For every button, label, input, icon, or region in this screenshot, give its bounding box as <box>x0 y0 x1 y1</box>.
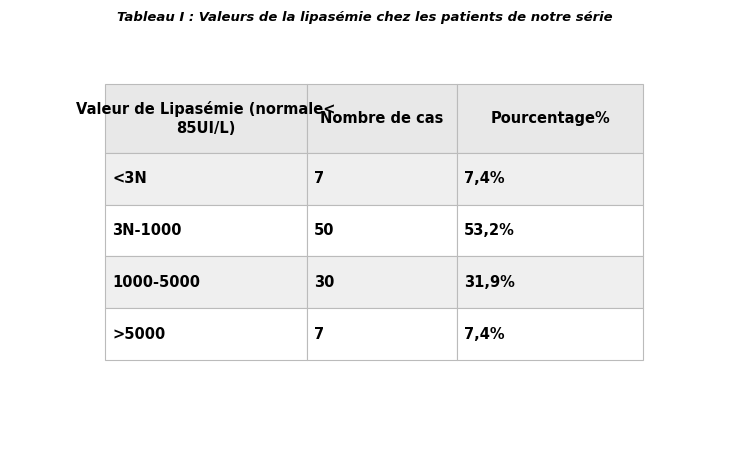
Text: Nombre de cas: Nombre de cas <box>320 111 444 126</box>
Text: 53,2%: 53,2% <box>464 223 515 238</box>
Bar <box>105 153 307 205</box>
Text: 3N-1000: 3N-1000 <box>112 223 182 238</box>
Text: 7,4%: 7,4% <box>464 171 505 186</box>
Bar <box>307 153 458 205</box>
Text: 1000-5000: 1000-5000 <box>112 275 200 290</box>
Bar <box>105 84 307 153</box>
Text: Valeur de Lipasémie (normale<
85UI/L): Valeur de Lipasémie (normale< 85UI/L) <box>77 101 336 136</box>
Bar <box>458 205 643 257</box>
Bar <box>307 257 458 308</box>
Text: <3N: <3N <box>112 171 147 186</box>
Text: 7,4%: 7,4% <box>464 327 505 342</box>
Bar <box>307 308 458 360</box>
Bar <box>105 308 307 360</box>
Bar <box>458 153 643 205</box>
Text: Tableau I : Valeurs de la lipasémie chez les patients de notre série: Tableau I : Valeurs de la lipasémie chez… <box>118 11 612 25</box>
Text: 31,9%: 31,9% <box>464 275 515 290</box>
Text: >5000: >5000 <box>112 327 166 342</box>
Text: 7: 7 <box>314 171 324 186</box>
Bar <box>307 84 458 153</box>
Bar <box>105 257 307 308</box>
Bar <box>307 205 458 257</box>
Text: 30: 30 <box>314 275 334 290</box>
Bar <box>458 308 643 360</box>
Bar <box>458 84 643 153</box>
Text: Pourcentage%: Pourcentage% <box>491 111 610 126</box>
Text: 50: 50 <box>314 223 334 238</box>
Bar <box>458 257 643 308</box>
Text: 7: 7 <box>314 327 324 342</box>
Bar <box>105 205 307 257</box>
